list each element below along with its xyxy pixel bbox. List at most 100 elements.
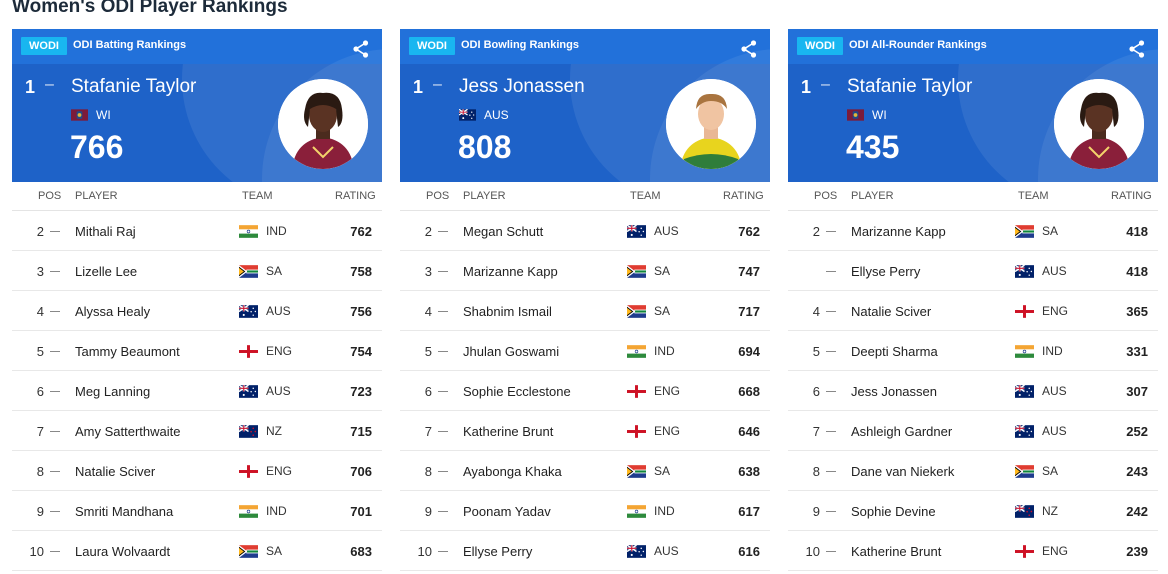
row-position: 3 (424, 264, 432, 279)
player-name[interactable]: Alyssa Healy (75, 304, 151, 319)
table-row[interactable]: 5 Deepti Sharma IND 331 (788, 331, 1158, 371)
row-position: 4 (36, 304, 44, 319)
movement-dash-icon (50, 351, 60, 352)
player-name[interactable]: Ayabonga Khaka (463, 464, 562, 479)
table-row[interactable]: 6 Sophie Ecclestone ENG 668 (400, 371, 770, 411)
table-row[interactable]: 5 Tammy Beaumont ENG 754 (12, 331, 382, 371)
table-row[interactable]: 4 Shabnim Ismail SA 717 (400, 291, 770, 331)
player-name[interactable]: Katherine Brunt (851, 544, 942, 559)
row-position: 7 (36, 424, 44, 439)
row-position: 5 (812, 344, 820, 359)
share-icon[interactable] (1129, 40, 1145, 58)
player-name[interactable]: Laura Wolvaardt (75, 544, 171, 559)
leader-name[interactable]: Stafanie Taylor (847, 76, 973, 97)
table-row[interactable]: 10 Laura Wolvaardt SA 683 (12, 531, 382, 571)
row-position: 7 (424, 424, 432, 439)
leader-position: 1 (25, 77, 36, 97)
table-row[interactable]: 8 Ayabonga Khaka SA 638 (400, 451, 770, 491)
table-row[interactable]: 7 Amy Satterthwaite NZ 715 (12, 411, 382, 451)
table-row[interactable]: 9 Poonam Yadav IND 617 (400, 491, 770, 531)
movement-dash-icon (826, 431, 836, 432)
player-name[interactable]: Dane van Niekerk (851, 464, 955, 479)
row-rating: 723 (350, 384, 372, 399)
player-name[interactable]: Deepti Sharma (851, 344, 938, 359)
movement-dash-icon (826, 551, 836, 552)
table-row[interactable]: 8 Dane van Niekerk SA 243 (788, 451, 1158, 491)
eng-flag-icon (627, 425, 646, 438)
movement-dash-icon (438, 271, 448, 272)
table-row[interactable]: 3 Marizanne Kapp SA 747 (400, 251, 770, 291)
player-name[interactable]: Megan Schutt (463, 224, 544, 239)
card-topbar (12, 29, 382, 64)
leader-name[interactable]: Stafanie Taylor (71, 76, 197, 97)
leader-team: WI (96, 108, 111, 122)
row-team: ENG (266, 464, 293, 478)
table-row[interactable]: 5 Jhulan Goswami IND 694 (400, 331, 770, 371)
player-name[interactable]: Jess Jonassen (851, 384, 937, 399)
leader-rating: 808 (458, 129, 512, 165)
header-player: PLAYER (75, 190, 118, 202)
row-rating: 638 (738, 464, 760, 479)
format-badge: WODI (21, 37, 67, 55)
movement-dash-icon (826, 351, 836, 352)
row-rating: 756 (350, 304, 372, 319)
ranking-title[interactable]: ODI Batting Rankings (73, 39, 187, 51)
table-row[interactable]: 7 Katherine Brunt ENG 646 (400, 411, 770, 451)
player-name[interactable]: Ashleigh Gardner (851, 424, 953, 439)
table-row[interactable]: 7 Ashleigh Gardner AUS 252 (788, 411, 1158, 451)
player-name[interactable]: Sophie Ecclestone (463, 384, 571, 399)
movement-dash-icon (438, 351, 448, 352)
row-team: ENG (1042, 544, 1069, 558)
player-name[interactable]: Ellyse Perry (851, 264, 921, 279)
wi-flag-icon (847, 109, 864, 121)
table-row[interactable]: 2 Marizanne Kapp SA 418 (788, 211, 1158, 251)
table-row[interactable]: 2 Megan Schutt AUS 762 (400, 211, 770, 251)
movement-dash-icon (826, 391, 836, 392)
row-team: AUS (654, 544, 679, 558)
row-rating: 762 (350, 224, 372, 239)
player-name[interactable]: Ellyse Perry (463, 544, 533, 559)
table-row[interactable]: 3 Lizelle Lee SA 758 (12, 251, 382, 291)
ranking-title[interactable]: ODI Bowling Rankings (461, 39, 579, 51)
sa-flag-icon (239, 545, 258, 558)
player-name[interactable]: Meg Lanning (75, 384, 151, 399)
share-icon[interactable] (353, 40, 369, 58)
table-row[interactable]: 9 Smriti Mandhana IND 701 (12, 491, 382, 531)
player-name[interactable]: Sophie Devine (851, 504, 936, 519)
leader-name[interactable]: Jess Jonassen (459, 76, 585, 97)
table-row[interactable]: 4 Alyssa Healy AUS 756 (12, 291, 382, 331)
row-team: ENG (654, 384, 681, 398)
row-rating: 762 (738, 224, 760, 239)
player-name[interactable]: Tammy Beaumont (75, 344, 180, 359)
movement-dash-icon (438, 391, 448, 392)
table-row[interactable]: 9 Sophie Devine NZ 242 (788, 491, 1158, 531)
player-name[interactable]: Natalie Sciver (75, 464, 156, 479)
table-row[interactable]: 4 Natalie Sciver ENG 365 (788, 291, 1158, 331)
eng-flag-icon (1015, 545, 1034, 558)
table-row[interactable]: 6 Jess Jonassen AUS 307 (788, 371, 1158, 411)
player-name[interactable]: Lizelle Lee (75, 264, 138, 279)
player-name[interactable]: Marizanne Kapp (463, 264, 558, 279)
header-pos: POS (814, 190, 838, 202)
table-row[interactable]: Ellyse Perry AUS 418 (788, 251, 1158, 291)
row-position: 3 (36, 264, 44, 279)
player-name[interactable]: Marizanne Kapp (851, 224, 946, 239)
table-row[interactable]: 6 Meg Lanning AUS 723 (12, 371, 382, 411)
ranking-title[interactable]: ODI All-Rounder Rankings (849, 39, 987, 51)
player-name[interactable]: Smriti Mandhana (75, 504, 174, 519)
player-name[interactable]: Jhulan Goswami (463, 344, 560, 359)
table-row[interactable]: 10 Ellyse Perry AUS 616 (400, 531, 770, 571)
player-name[interactable]: Amy Satterthwaite (75, 424, 181, 439)
player-name[interactable]: Shabnim Ismail (463, 304, 552, 319)
row-position: 10 (805, 544, 820, 559)
table-row[interactable]: 8 Natalie Sciver ENG 706 (12, 451, 382, 491)
player-name[interactable]: Natalie Sciver (851, 304, 932, 319)
player-name[interactable]: Mithali Raj (75, 224, 136, 239)
table-row[interactable]: 2 Mithali Raj IND 762 (12, 211, 382, 251)
player-name[interactable]: Poonam Yadav (463, 504, 551, 519)
player-name[interactable]: Katherine Brunt (463, 424, 554, 439)
share-icon[interactable] (741, 40, 757, 58)
table-row[interactable]: 10 Katherine Brunt ENG 239 (788, 531, 1158, 571)
row-rating: 747 (738, 264, 760, 279)
row-position: 8 (36, 464, 44, 479)
